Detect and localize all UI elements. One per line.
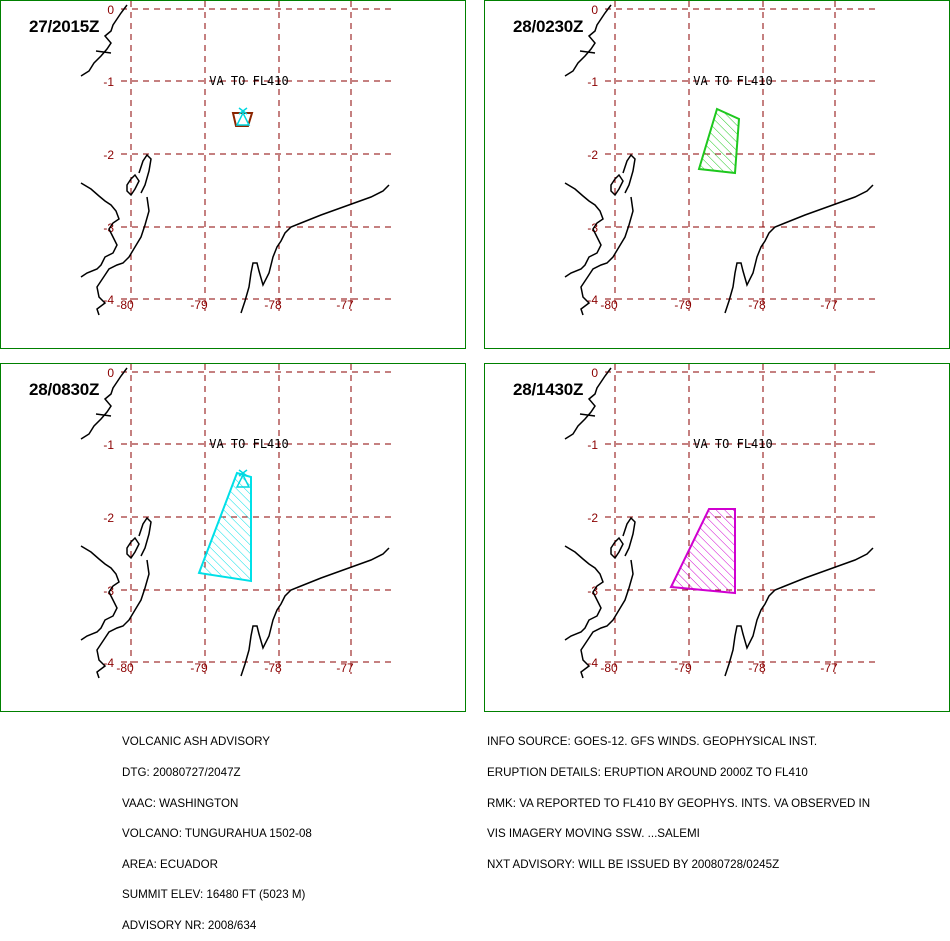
coastline [138,153,152,194]
map-panel-2: 0 -1 -2 -3 -4 -80 -79 -78 -77 VA TO FL410 28/0230… [484,0,950,349]
advisory-line: ERUPTION DETAILS: ERUPTION AROUND 2000Z … [487,766,808,779]
coastline [579,50,596,54]
va-altitude-label: VA TO FL410 [209,74,288,88]
ash-cloud-polygon [197,471,252,583]
ash-cloud-polygon [669,508,736,595]
va-altitude-label: VA TO FL410 [209,437,288,451]
coastline [564,367,612,440]
coastline [240,547,390,677]
volcano-icon [235,469,251,488]
ash-cloud-polygon [697,107,741,175]
coastline [240,184,390,314]
coastline [95,50,112,54]
advisory-line: VOLCANIC ASH ADVISORY [122,735,270,749]
panel-time-label: 28/0830Z [29,380,100,399]
latitude-label: 0 [107,3,114,17]
advisory-line: NXT ADVISORY: WILL BE ISSUED BY 20080728… [487,857,780,871]
latitude-label: -4 [103,656,114,670]
latitude-label: -1 [103,75,114,89]
latitude-label: -1 [587,438,598,452]
volcano-icon [235,107,251,126]
coastline [564,4,612,77]
advisory-line: VOLCANO: TUNGURAHUA 1502-08 [122,827,312,841]
coastline [95,413,112,417]
advisory-line: RMK: VA REPORTED TO FL410 BY GEOPHYS. IN… [487,796,871,810]
latitude-label: -4 [587,293,598,307]
longitude-label: -80 [600,661,618,675]
coastline [564,182,604,278]
longitude-label: -78 [264,661,282,675]
advisory-line: VAAC: WASHINGTON [122,796,239,810]
advisory-line: ADVISORY NR: 2008/634 [122,918,257,932]
longitude-label: -79 [190,661,208,675]
longitude-label: -77 [820,661,838,675]
advisory-details-block: INFO SOURCE: GOES-12. GFS WINDS. GEOPHYS… [487,717,870,880]
longitude-label: -78 [748,661,766,675]
longitude-label: -79 [674,661,692,675]
advisory-line: SUMMIT ELEV: 16480 FT (5023 M) [122,888,306,902]
latitude-label: -4 [103,293,114,307]
va-altitude-label: VA TO FL410 [693,74,772,88]
longitude-label: -80 [116,661,134,675]
latitude-label: -1 [587,75,598,89]
map-panel-3: 0 -1 -2 -3 -4 -80 -79 -78 -77 VA TO FL410 28/0830… [0,363,466,712]
longitude-label: -79 [674,298,692,312]
coastline [564,545,604,641]
longitude-label: -77 [336,661,354,675]
panel-time-label: 28/1430Z [513,380,584,399]
latitude-label: -4 [587,656,598,670]
coastline [80,545,120,641]
coastline [126,536,140,560]
latitude-label: 0 [107,366,114,380]
latitude-label: -1 [103,438,114,452]
latitude-label: -2 [587,148,598,162]
latitude-label: -2 [587,511,598,525]
longitude-label: -77 [336,298,354,312]
longitude-label: -78 [748,298,766,312]
latitude-label: -2 [103,511,114,525]
coastline [610,173,624,197]
advisory-line: VIS IMAGERY MOVING SSW. ...SALEMI [487,827,700,841]
longitude-label: -80 [600,298,618,312]
coastline [610,536,624,560]
va-altitude-label: VA TO FL410 [693,437,772,451]
coastline [80,182,120,278]
coastline [138,516,152,557]
latitude-label: 0 [591,3,598,17]
coastline [724,184,874,314]
advisory-header-block: VOLCANIC ASH ADVISORY DTG: 20080727/2047… [122,717,312,941]
coastline [579,413,596,417]
coastline [80,367,128,440]
longitude-label: -77 [820,298,838,312]
coastline [96,196,150,316]
latitude-label: 0 [591,366,598,380]
coastline [80,4,128,77]
map-panel-4: 0 -1 -2 -3 -4 -80 -79 -78 -77 VA TO FL410 28/1430… [484,363,950,712]
advisory-line: DTG: 20080727/2047Z [122,766,241,779]
longitude-label: -80 [116,298,134,312]
longitude-label: -79 [190,298,208,312]
panel-time-label: 27/2015Z [29,17,100,36]
coastline [126,173,140,197]
latitude-label: -2 [103,148,114,162]
map-panel-1: 0 -1 -2 -3 -4 -80 -79 -78 -77 VA TO FL410 27/2015… [0,0,466,349]
coastline [580,196,634,316]
coastline [724,547,874,677]
panel-time-label: 28/0230Z [513,17,584,36]
coastline [622,153,636,194]
advisory-line: INFO SOURCE: GOES-12. GFS WINDS. GEOPHYS… [487,735,818,749]
longitude-label: -78 [264,298,282,312]
coastline [580,559,634,679]
coastline [96,559,150,679]
advisory-line: AREA: ECUADOR [122,857,218,871]
coastline [622,516,636,557]
